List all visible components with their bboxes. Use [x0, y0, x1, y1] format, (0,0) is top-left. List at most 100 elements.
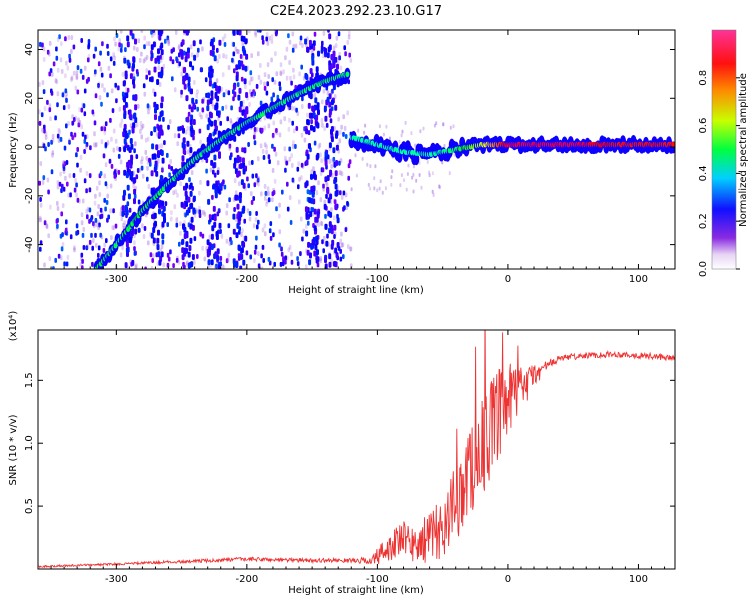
burst-cell: [312, 126, 316, 133]
burst-cell: [216, 255, 220, 261]
noise-cell: [41, 180, 45, 185]
noise-cell: [98, 95, 102, 101]
noise-cell: [240, 76, 244, 82]
noise-cell: [228, 143, 232, 149]
noise-cell: [102, 153, 106, 159]
noise-cell: [291, 162, 294, 168]
noise-cell: [251, 76, 254, 82]
noise-cell: [56, 206, 60, 211]
noise-cell: [288, 156, 292, 162]
burst-cell: [192, 119, 196, 125]
noise-cell: [343, 205, 346, 211]
noise-cell: [200, 114, 203, 120]
noise-cell: [273, 79, 277, 85]
noise-cell: [146, 103, 150, 109]
noise-cell: [97, 83, 100, 88]
noise-cell: [247, 183, 250, 189]
noise-cell: [236, 48, 239, 54]
noise-cell: [89, 145, 92, 151]
noise-cell: [252, 196, 255, 201]
noise-cell: [297, 184, 300, 190]
noise-cell: [197, 47, 200, 53]
noise-cell: [61, 242, 65, 247]
noise-cell: [201, 46, 204, 52]
noise-cell: [241, 41, 245, 47]
noise-cell: [55, 55, 59, 61]
noise-cell: [74, 177, 77, 183]
noise-cell: [62, 162, 65, 167]
noise-cell: [267, 74, 270, 79]
noise-cell: [443, 143, 446, 148]
noise-cell: [162, 116, 165, 122]
burst-cell: [131, 127, 135, 134]
burst-cell: [315, 235, 319, 242]
burst-cell: [325, 240, 329, 247]
noise-cell: [44, 135, 48, 140]
noise-cell: [173, 133, 177, 139]
noise-cell: [415, 178, 418, 183]
noise-cell: [109, 117, 112, 123]
burst-cell: [187, 251, 191, 258]
noise-cell: [85, 188, 88, 194]
burst-cell: [232, 84, 236, 91]
noise-cell: [249, 76, 253, 82]
noise-cell: [376, 188, 379, 193]
noise-cell: [227, 223, 231, 229]
noise-cell: [106, 193, 109, 199]
noise-cell: [220, 86, 224, 92]
noise-cell: [146, 176, 149, 182]
burst-cell: [134, 228, 138, 235]
burst-cell: [181, 238, 185, 245]
noise-cell: [321, 122, 324, 128]
noise-cell: [265, 36, 268, 42]
noise-cell: [104, 206, 107, 212]
burst-cell: [218, 152, 221, 159]
noise-cell: [222, 265, 226, 269]
burst-cell: [329, 169, 333, 176]
burst-cell: [183, 83, 187, 90]
noise-cell: [85, 245, 89, 251]
burst-cell: [244, 65, 248, 72]
noise-cell: [72, 135, 75, 140]
noise-cell: [225, 89, 228, 94]
noise-cell: [122, 222, 125, 228]
noise-cell: [164, 38, 167, 44]
noise-cell: [347, 34, 351, 40]
burst-cell: [305, 128, 309, 135]
burst-cell: [328, 60, 332, 67]
noise-cell: [317, 222, 320, 227]
noise-cell: [76, 89, 80, 95]
noise-cell: [177, 45, 181, 51]
noise-cell: [339, 65, 343, 71]
burst-cell: [330, 224, 334, 231]
noise-cell: [347, 163, 351, 169]
noise-cell: [98, 222, 101, 228]
noise-cell: [142, 234, 146, 240]
noise-cell: [101, 83, 104, 89]
burst-cell: [326, 96, 330, 103]
burst-cell: [122, 105, 126, 111]
noise-cell: [56, 180, 60, 186]
noise-cell: [248, 80, 252, 86]
noise-cell: [97, 252, 100, 258]
noise-cell: [229, 118, 233, 124]
noise-cell: [103, 242, 106, 248]
noise-cell: [322, 88, 326, 94]
colorbar-frame: [711, 29, 737, 270]
noise-cell: [230, 240, 233, 246]
noise-cell: [347, 175, 350, 181]
burst-cell: [312, 112, 316, 119]
burst-cell: [188, 245, 192, 251]
noise-cell: [275, 128, 278, 133]
noise-cell: [149, 252, 153, 258]
noise-cell: [296, 111, 300, 117]
noise-cell: [241, 54, 244, 60]
burst-cell: [185, 182, 189, 189]
noise-cell: [298, 71, 301, 77]
noise-cell: [256, 177, 260, 183]
noise-cell: [83, 111, 87, 117]
noise-cell: [309, 117, 313, 123]
noise-cell: [147, 184, 151, 189]
burst-cell: [213, 154, 217, 161]
noise-cell: [143, 226, 147, 231]
